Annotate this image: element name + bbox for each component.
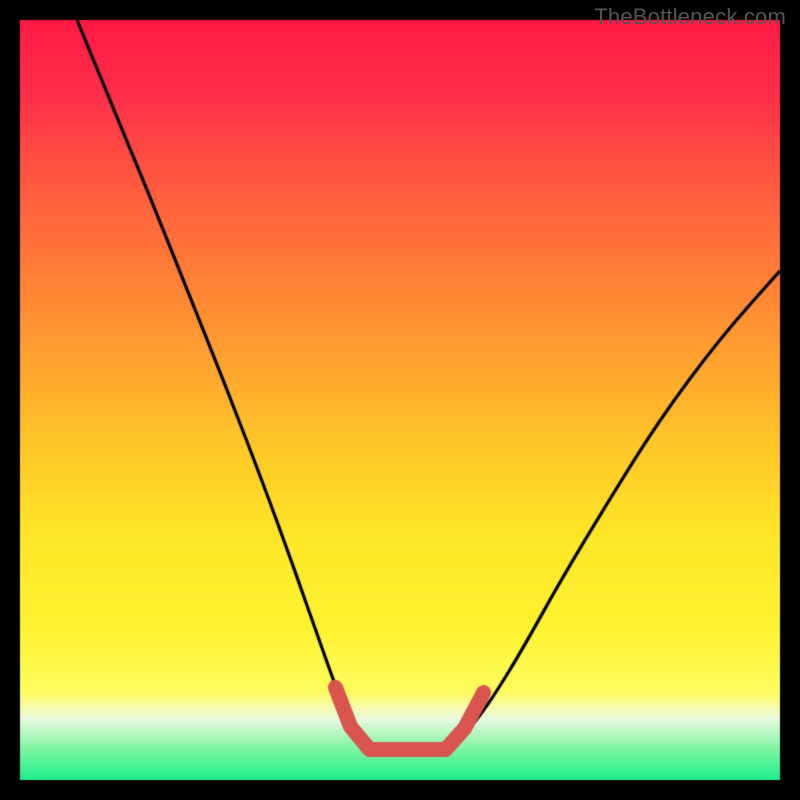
chart-stage: TheBottleneck.com xyxy=(0,0,800,800)
bottleneck-chart-canvas xyxy=(0,0,800,800)
